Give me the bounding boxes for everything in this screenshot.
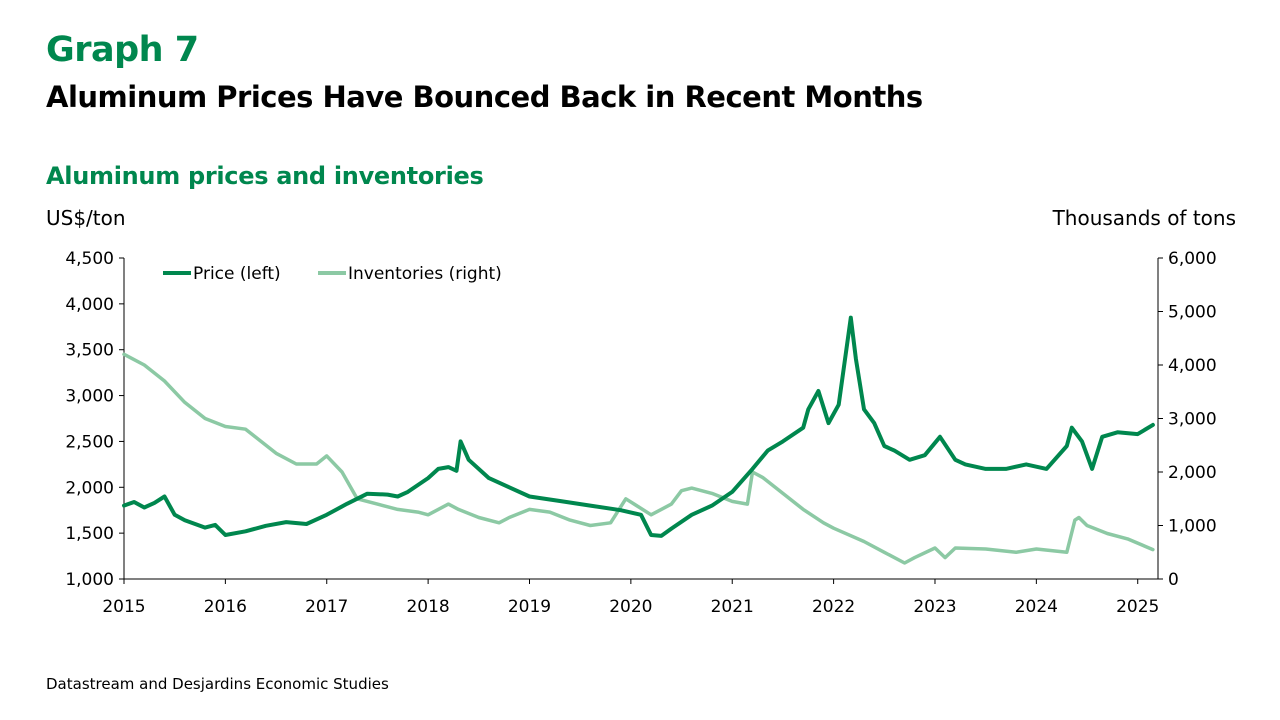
left-y-tick-label: 4,500 xyxy=(65,249,114,269)
left-y-tick-label: 2,500 xyxy=(65,432,114,452)
left-y-tick-label: 1,500 xyxy=(65,524,114,544)
source-note: Datastream and Desjardins Economic Studi… xyxy=(46,675,389,693)
right-y-tick-label: 3,000 xyxy=(1168,410,1217,430)
right-y-tick-label: 1,000 xyxy=(1168,517,1217,537)
left-y-tick-label: 2,000 xyxy=(65,478,114,498)
chart-axes: 1,000 1,500 2,000 2,500 3,000 3,500 4,000 4,500… xyxy=(65,249,1216,617)
x-tick-label: 2017 xyxy=(305,597,348,617)
x-tick-label: 2022 xyxy=(812,597,855,617)
right-y-tick-label: 4,000 xyxy=(1168,356,1217,376)
inventories-series-line xyxy=(122,352,1155,565)
chart-lines xyxy=(122,315,1155,565)
x-tick-label: 2025 xyxy=(1116,597,1159,617)
right-axis-unit-label: Thousands of tons xyxy=(1052,206,1236,230)
left-y-tick-label: 4,000 xyxy=(65,295,114,315)
x-tick-label: 2020 xyxy=(609,597,652,617)
x-tick-label: 2023 xyxy=(913,597,956,617)
x-tick-label: 2021 xyxy=(711,597,754,617)
left-y-tick-label: 3,000 xyxy=(65,387,114,407)
right-y-tick-label: 0 xyxy=(1168,570,1179,590)
x-tick-label: 2024 xyxy=(1015,597,1058,617)
page-title: Aluminum Prices Have Bounced Back in Rec… xyxy=(46,80,923,114)
graph-number: Graph 7 xyxy=(46,30,199,70)
price-series-line xyxy=(122,315,1155,538)
right-y-tick-label: 6,000 xyxy=(1168,249,1217,269)
legend-label-price: Price (left) xyxy=(193,264,281,284)
chart-title: Aluminum prices and inventories xyxy=(46,162,484,190)
x-tick-label: 2016 xyxy=(204,597,247,617)
left-y-tick-label: 3,500 xyxy=(65,341,114,361)
right-y-tick-label: 5,000 xyxy=(1168,303,1217,323)
left-y-tick-label: 1,000 xyxy=(65,570,114,590)
left-axis-unit-label: US$/ton xyxy=(46,206,126,230)
x-tick-label: 2018 xyxy=(406,597,449,617)
legend-label-inventories: Inventories (right) xyxy=(348,264,502,284)
x-tick-label: 2015 xyxy=(102,597,145,617)
chart-legend: Price (left) Inventories (right) xyxy=(163,264,502,284)
right-y-tick-label: 2,000 xyxy=(1168,463,1217,483)
x-tick-label: 2019 xyxy=(508,597,551,617)
